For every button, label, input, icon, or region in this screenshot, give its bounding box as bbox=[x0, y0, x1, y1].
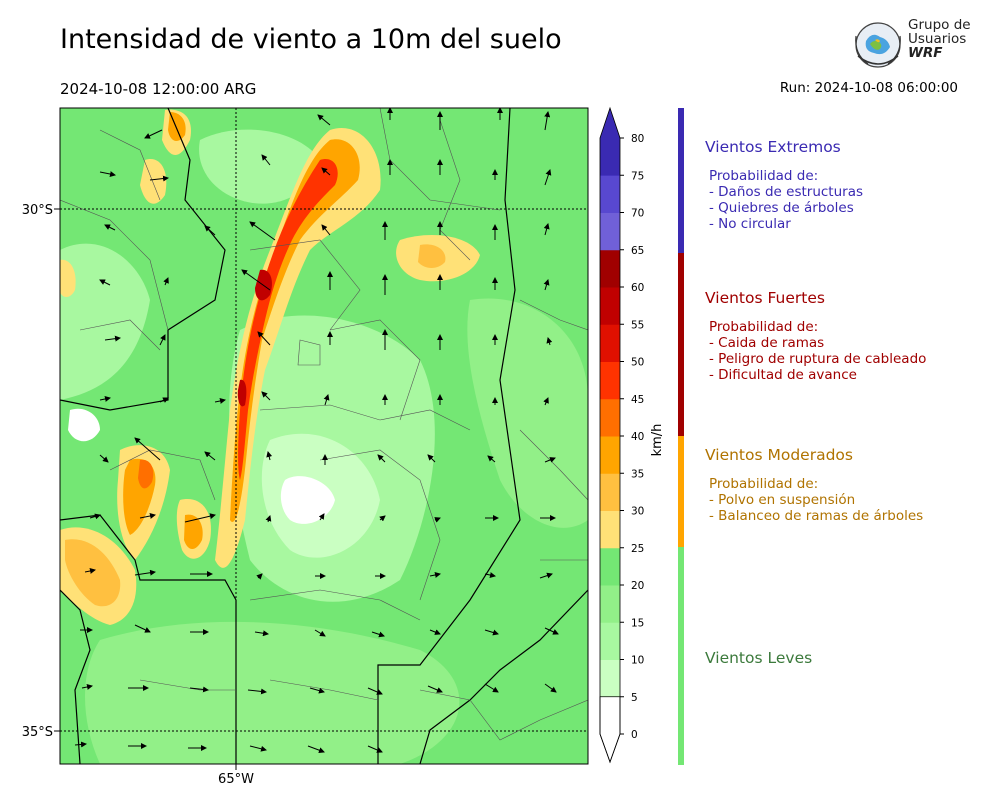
colorbar-segment bbox=[600, 473, 620, 511]
red-sw bbox=[138, 459, 154, 489]
light-zone-south bbox=[85, 621, 460, 764]
category-bar bbox=[678, 108, 684, 765]
wind-arrows bbox=[74, 108, 559, 754]
category-title: Vientos Leves bbox=[705, 649, 813, 667]
logo-text: Grupo de Usuarios WRF bbox=[908, 18, 971, 60]
category-title: Vientos Fuertes bbox=[705, 289, 825, 307]
category-extremos: Vientos Extremos Probabilidad de: - Daño… bbox=[705, 138, 863, 232]
colorbar-unit-label: km/h bbox=[650, 424, 665, 457]
colorbar-tick-label: 30 bbox=[631, 506, 644, 518]
category-description: Probabilidad de: - Polvo en suspensión -… bbox=[709, 476, 923, 524]
lat-label-35s: 35°S bbox=[22, 725, 53, 740]
colorbar-segment bbox=[600, 436, 620, 474]
light-zone-north bbox=[199, 129, 320, 204]
category-title: Vientos Extremos bbox=[705, 138, 841, 156]
colorbar-tick-label: 20 bbox=[631, 580, 644, 592]
colorbar-segment bbox=[600, 510, 620, 549]
desc-line: - Polvo en suspensión bbox=[709, 492, 856, 508]
colorbar-segment bbox=[600, 585, 620, 623]
red-ridge bbox=[238, 159, 338, 481]
colorbar-tick-label: 40 bbox=[631, 431, 644, 443]
valid-time: 2024-10-08 12:00:00 ARG bbox=[60, 80, 257, 98]
colorbar-segment bbox=[600, 175, 620, 213]
yellow-edge bbox=[60, 259, 76, 297]
desc-line: - Quiebres de árboles bbox=[709, 200, 854, 216]
page-title: Intensidad de viento a 10m del suelo bbox=[60, 24, 562, 55]
orange-mid bbox=[184, 514, 203, 549]
desc-line: - Balanceo de ramas de árboles bbox=[709, 508, 924, 524]
yellow-nw bbox=[140, 159, 167, 204]
lon-label-65w: 65°W bbox=[218, 772, 254, 787]
category-title: Vientos Moderados bbox=[705, 446, 853, 464]
map-frame bbox=[59, 107, 589, 765]
map-field bbox=[60, 108, 588, 764]
colorbar-segment bbox=[599, 696, 621, 764]
colorbar-tick-label: 50 bbox=[631, 357, 644, 369]
colorbar-tick-label: 60 bbox=[631, 282, 644, 294]
white-zone-2 bbox=[68, 408, 100, 442]
colorbar-segment bbox=[600, 249, 620, 288]
colorbar-tick-label: 55 bbox=[631, 319, 644, 331]
colorbar-tick-label: 75 bbox=[631, 170, 644, 182]
category-bar-extremos bbox=[678, 108, 684, 253]
colorbar-segment bbox=[600, 547, 620, 586]
orange-east bbox=[418, 244, 446, 268]
category-bar-fuertes bbox=[678, 253, 684, 436]
category-description: Probabilidad de: - Daños de estructuras … bbox=[709, 168, 863, 232]
logo-line-1: Grupo de bbox=[908, 17, 971, 33]
colorbar-segment bbox=[600, 212, 620, 251]
colorbar: 0 5 10 15 20 25 30 35 40 45 50 55 60 65 70 75 80 km/h bbox=[599, 106, 665, 764]
colorbar-tick-label: 25 bbox=[631, 543, 644, 555]
colorbar-segment bbox=[600, 324, 620, 362]
desc-line: - No circular bbox=[709, 216, 791, 232]
colorbar-ticks: 0 5 10 15 20 25 30 35 40 45 50 55 60 65 70 75 80 bbox=[620, 133, 644, 741]
colorbar-tick-label: 15 bbox=[631, 617, 644, 629]
logo-line-2: Usuarios bbox=[908, 31, 967, 47]
colorbar-segment bbox=[600, 138, 620, 176]
category-bar-moderados bbox=[678, 436, 684, 547]
colorbar-segment bbox=[600, 287, 620, 325]
category-bar-leves bbox=[678, 547, 684, 765]
colorbar-segment bbox=[600, 659, 620, 698]
colorbar-segment bbox=[600, 108, 620, 138]
logo-icon bbox=[855, 22, 901, 68]
desc-line: Probabilidad de: bbox=[709, 319, 819, 335]
desc-line: - Dificultad de avance bbox=[709, 367, 857, 383]
colorbar-tick-label: 10 bbox=[631, 655, 644, 667]
colorbar-tick-label: 35 bbox=[631, 468, 644, 480]
category-moderados: Vientos Moderados Probabilidad de: - Pol… bbox=[705, 446, 923, 524]
desc-line: - Caida de ramas bbox=[709, 335, 825, 351]
run-time: Run: 2024-10-08 06:00:00 bbox=[779, 80, 958, 96]
darkred-core-2 bbox=[237, 379, 247, 407]
colorbar-tick-label: 65 bbox=[631, 245, 644, 257]
light-zone-east bbox=[467, 298, 588, 528]
white-zone bbox=[280, 476, 335, 524]
colorbar-tick-label: 45 bbox=[631, 394, 644, 406]
colorbar-segment bbox=[600, 398, 620, 437]
colorbar-tick-label: 0 bbox=[631, 729, 638, 741]
colorbar-tick-label: 5 bbox=[631, 692, 638, 704]
category-fuertes: Vientos Fuertes Probabilidad de: - Caida… bbox=[705, 289, 926, 383]
logo-line-3: WRF bbox=[908, 45, 943, 61]
light-zone-west bbox=[60, 243, 150, 400]
desc-line: Probabilidad de: bbox=[709, 168, 819, 184]
lat-label-30s: 30°S bbox=[22, 203, 53, 218]
colorbar-segments bbox=[599, 106, 621, 764]
category-description: Probabilidad de: - Caida de ramas - Peli… bbox=[709, 319, 926, 383]
desc-line: - Daños de estructuras bbox=[709, 184, 864, 200]
colorbar-segment bbox=[600, 622, 620, 660]
desc-line: Probabilidad de: bbox=[709, 476, 819, 492]
colorbar-tick-label: 70 bbox=[631, 208, 644, 220]
desc-line: - Peligro de ruptura de cableado bbox=[709, 351, 927, 367]
category-leves: Vientos Leves bbox=[705, 649, 812, 667]
colorbar-segment bbox=[600, 361, 620, 400]
colorbar-tick-label: 80 bbox=[631, 133, 644, 145]
